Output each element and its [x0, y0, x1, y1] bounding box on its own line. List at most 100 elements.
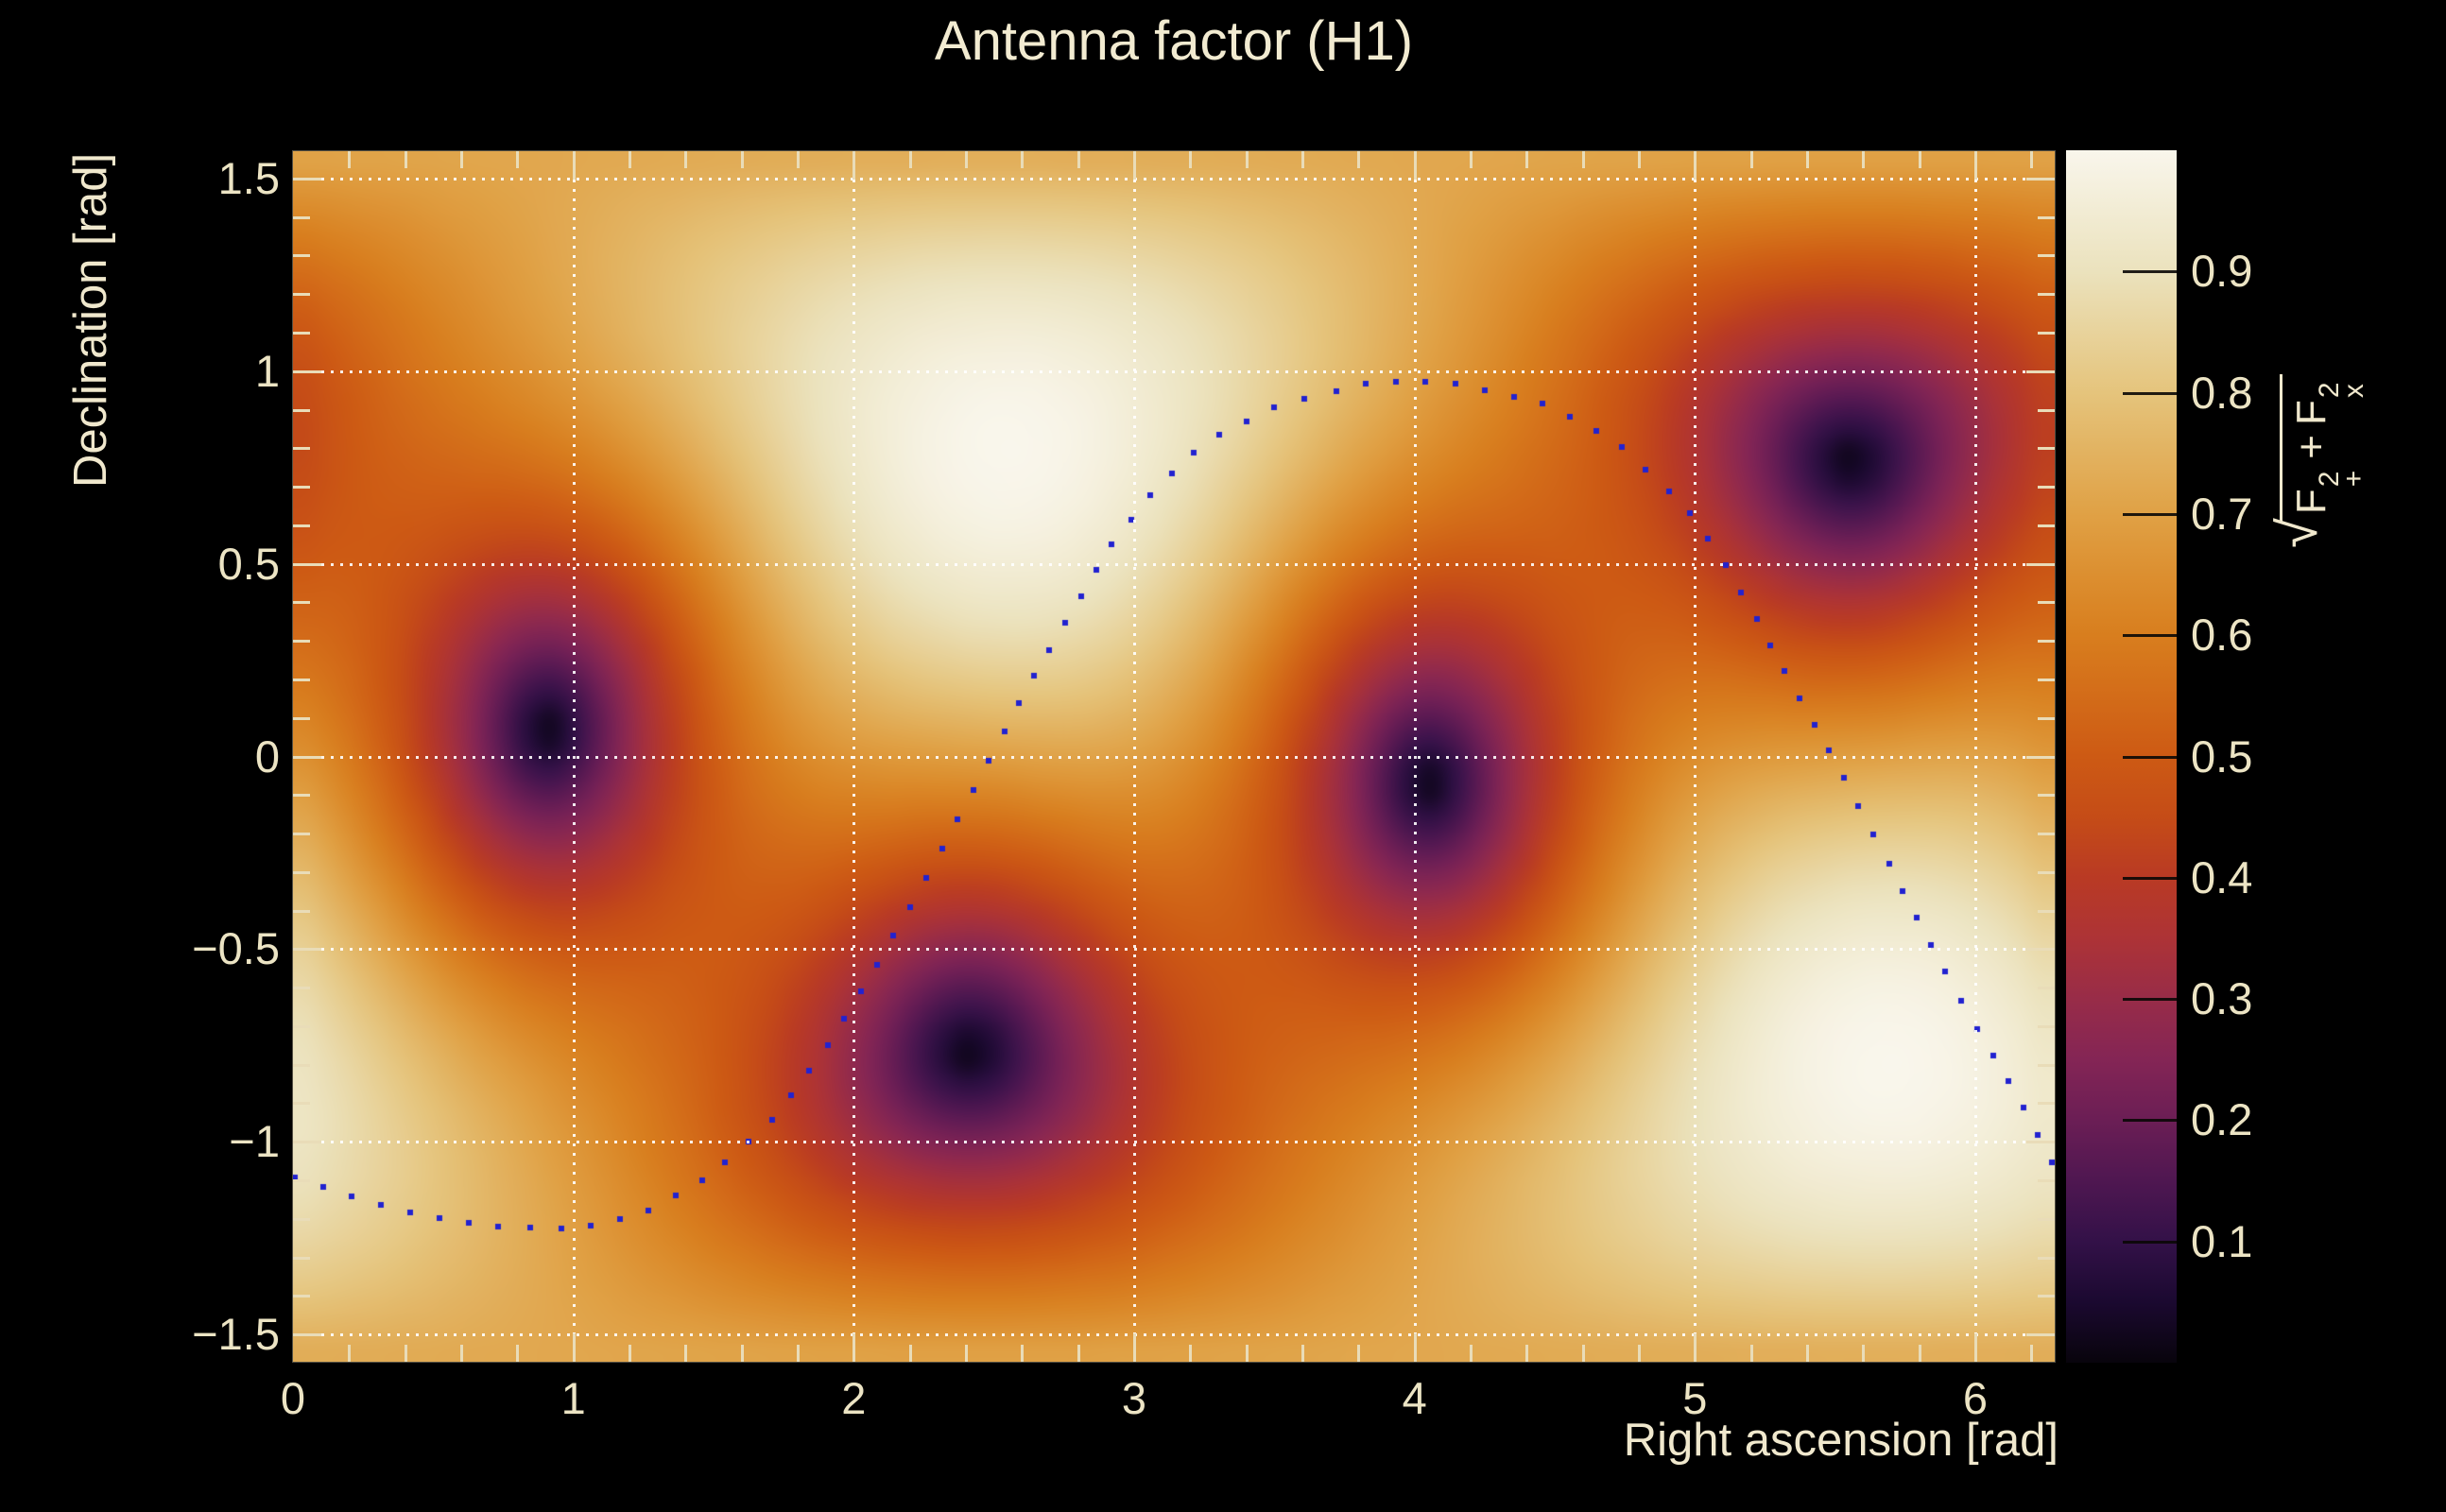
colorbar-tick-0.8: [2123, 391, 2177, 395]
y-tick-left: [293, 524, 310, 527]
colorbar-label-0.5: 0.5: [2191, 730, 2253, 782]
z-term-1-base: F: [2288, 489, 2334, 515]
gridline-y--1.5: [293, 1333, 2055, 1337]
y-tick-left: [293, 369, 321, 373]
x-tick-bottom: [1301, 1345, 1304, 1362]
y-tick-left: [293, 909, 310, 913]
colorbar-tick-0.5: [2123, 755, 2177, 759]
x-tick-top: [516, 151, 520, 168]
x-tick-top: [404, 151, 407, 168]
y-tick-right: [2038, 1063, 2055, 1067]
x-tick-label-5: 5: [1682, 1373, 1708, 1423]
y-tick-left: [293, 1179, 310, 1183]
y-tick-left: [293, 1063, 310, 1067]
y-tick-right: [2038, 1102, 2055, 1106]
y-tick-right: [2038, 524, 2055, 527]
y-tick-right: [2038, 987, 2055, 990]
y-tick-left: [293, 1256, 310, 1260]
x-tick-bottom: [853, 1333, 856, 1362]
x-tick-top: [740, 151, 744, 168]
colorbar-label-0.9: 0.9: [2191, 246, 2253, 297]
y-tick-right: [2038, 215, 2055, 219]
x-tick-bottom: [1637, 1345, 1641, 1362]
x-tick-bottom: [684, 1345, 688, 1362]
x-tick-bottom: [1357, 1345, 1361, 1362]
y-tick-right: [2038, 293, 2055, 297]
x-tick-bottom: [516, 1345, 520, 1362]
z-term-1-scripts: 2 +: [2314, 470, 2369, 488]
x-tick-top: [853, 151, 856, 180]
y-tick-left: [293, 1141, 321, 1144]
x-tick-top: [908, 151, 912, 168]
colorbar-label-0.6: 0.6: [2191, 610, 2253, 661]
y-tick-left: [293, 331, 310, 335]
gridline-y-1: [293, 369, 2055, 373]
x-tick-top: [1357, 151, 1361, 168]
x-tick-top: [1805, 151, 1809, 168]
y-tick-right: [2038, 486, 2055, 490]
x-tick-top: [1749, 151, 1753, 168]
x-tick-bottom: [1805, 1345, 1809, 1362]
colorbar-tick-0.3: [2123, 998, 2177, 1002]
y-tick-label-3: 0: [254, 730, 280, 782]
radicand: F 2 + +F 2 x: [2280, 374, 2369, 523]
gridline-y-0.5: [293, 562, 2055, 566]
y-tick-label-6: −1.5: [192, 1309, 280, 1360]
radical-sign: √: [2267, 518, 2329, 548]
x-tick-bottom: [459, 1345, 463, 1362]
x-tick-label-2: 2: [841, 1373, 867, 1423]
x-tick-top: [1973, 151, 1977, 180]
x-tick-label-3: 3: [1121, 1373, 1147, 1423]
x-tick-top: [2030, 151, 2034, 168]
gridline-y--0.5: [293, 948, 2055, 952]
y-tick-label-1: 1: [254, 345, 280, 396]
colorbar-tick-0.2: [2123, 1119, 2177, 1123]
x-tick-bottom: [1749, 1345, 1753, 1362]
x-tick-bottom: [1581, 1345, 1585, 1362]
y-tick-right: [2038, 1256, 2055, 1260]
x-tick-top: [1021, 151, 1025, 168]
x-tick-bottom: [404, 1345, 407, 1362]
y-tick-label-0: 1.5: [217, 152, 280, 203]
x-tick-top: [1132, 151, 1136, 180]
x-tick-top: [1918, 151, 1921, 168]
colorbar-label-0.2: 0.2: [2191, 1094, 2253, 1145]
x-tick-bottom: [1973, 1333, 1977, 1362]
y-tick-right: [2026, 1141, 2055, 1144]
x-tick-top: [964, 151, 968, 168]
z-term-1-sub: +: [2338, 470, 2369, 488]
gridline-y--1: [293, 1141, 2055, 1144]
x-tick-bottom: [1918, 1345, 1921, 1362]
y-tick-right: [2038, 870, 2055, 874]
x-axis-title: Right ascension [rad]: [1623, 1415, 2058, 1466]
colorbar-tick-0.9: [2123, 270, 2177, 274]
x-tick-bottom: [1189, 1345, 1193, 1362]
x-tick-bottom: [1021, 1345, 1025, 1362]
x-tick-top: [572, 151, 576, 180]
y-tick-right: [2038, 447, 2055, 451]
y-tick-right: [2038, 794, 2055, 798]
y-tick-left: [293, 215, 310, 219]
colorbar-tick-0.6: [2123, 634, 2177, 638]
x-tick-top: [1862, 151, 1866, 168]
y-tick-right: [2038, 678, 2055, 681]
y-tick-right: [2038, 254, 2055, 258]
y-tick-left: [293, 447, 310, 451]
x-tick-bottom: [348, 1345, 352, 1362]
gridline-y-1.5: [293, 177, 2055, 180]
x-tick-label-4: 4: [1402, 1373, 1427, 1423]
x-tick-bottom: [796, 1345, 800, 1362]
x-tick-bottom: [740, 1345, 744, 1362]
y-tick-right: [2038, 1295, 2055, 1298]
y-tick-left: [293, 1333, 321, 1337]
y-tick-label-5: −1: [229, 1116, 280, 1167]
y-tick-left: [293, 486, 310, 490]
colorbar-label-0.4: 0.4: [2191, 851, 2253, 902]
y-tick-right: [2026, 1333, 2055, 1337]
x-tick-top: [1245, 151, 1249, 168]
x-tick-bottom: [964, 1345, 968, 1362]
y-tick-right: [2038, 331, 2055, 335]
y-tick-left: [293, 408, 310, 412]
